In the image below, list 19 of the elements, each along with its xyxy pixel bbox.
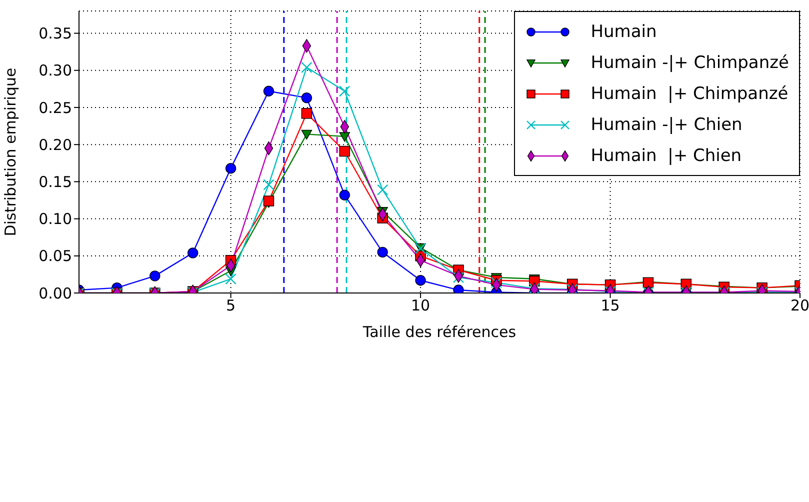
- x-tick-label: 10: [410, 296, 430, 315]
- y-tick-label: 0.00: [38, 284, 72, 302]
- y-tick-label: 0.10: [38, 210, 72, 228]
- x-tick-label: 5: [226, 296, 236, 315]
- y-tick-label: 0.25: [38, 98, 72, 117]
- y-tick-label: 0.35: [38, 24, 72, 43]
- legend-label: Humain |+ Chien: [590, 146, 742, 166]
- legend-label: Humain -|+ Chimpanzé: [590, 52, 789, 72]
- x-tick-label: 15: [600, 296, 620, 315]
- x-tick-label: 20: [790, 296, 809, 315]
- y-axis-title: Distribution empirique: [1, 68, 20, 236]
- y-tick-label: 0.30: [38, 62, 72, 80]
- legend-label: Humain: [590, 22, 657, 42]
- x-axis-title: Taille des références: [362, 323, 516, 341]
- y-tick-label: 0.05: [38, 247, 72, 266]
- y-tick-label: 0.20: [38, 136, 72, 154]
- legend-label: Humain |+ Chimpanzé: [590, 84, 788, 104]
- y-tick-label: 0.15: [38, 173, 72, 192]
- legend-label: Humain -|+ Chien: [590, 114, 742, 134]
